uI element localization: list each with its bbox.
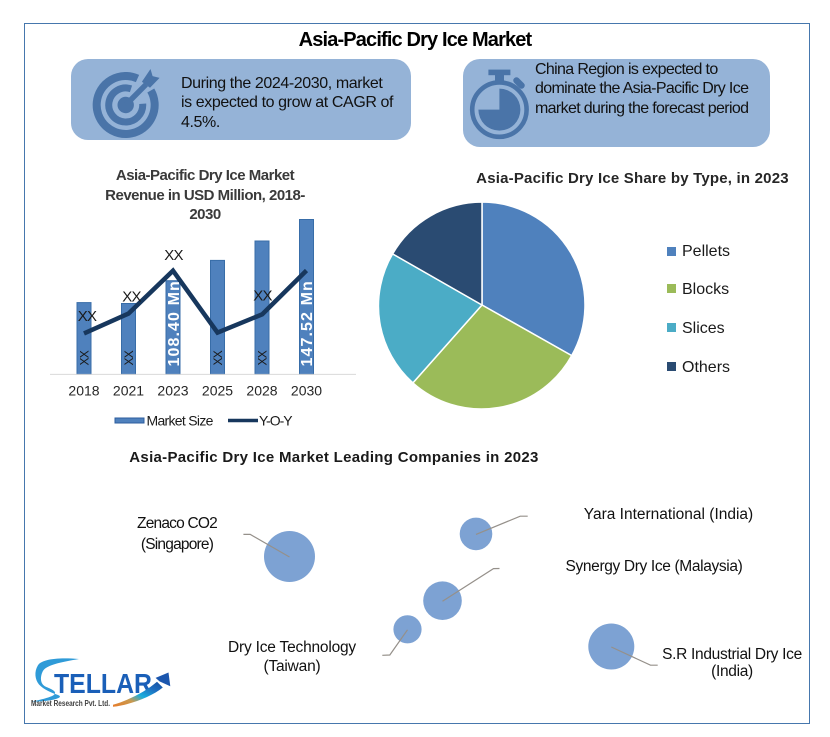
svg-text:Y-O-Y: Y-O-Y <box>259 413 293 429</box>
svg-text:XX: XX <box>122 289 141 306</box>
svg-text:Market Size: Market Size <box>147 413 214 429</box>
svg-text:XX: XX <box>211 350 225 365</box>
svg-text:XX: XX <box>256 350 270 365</box>
svg-text:XX: XX <box>78 350 92 365</box>
svg-text:2023: 2023 <box>157 383 188 399</box>
svg-text:2025: 2025 <box>202 383 233 399</box>
svg-text:2028: 2028 <box>246 383 277 399</box>
svg-text:2018: 2018 <box>68 383 99 399</box>
svg-text:2030: 2030 <box>291 383 322 399</box>
svg-text:TELLAR: TELLAR <box>54 668 152 699</box>
svg-text:XX: XX <box>78 308 97 325</box>
svg-text:2021: 2021 <box>113 383 144 399</box>
svg-text:XX: XX <box>122 350 136 365</box>
svg-text:108.40 Mn: 108.40 Mn <box>166 280 183 366</box>
svg-text:Market Research Pvt. Ltd.: Market Research Pvt. Ltd. <box>31 699 110 708</box>
svg-text:XX: XX <box>164 247 183 264</box>
svg-text:XX: XX <box>253 288 272 305</box>
svg-text:147.52 Mn: 147.52 Mn <box>299 280 316 366</box>
